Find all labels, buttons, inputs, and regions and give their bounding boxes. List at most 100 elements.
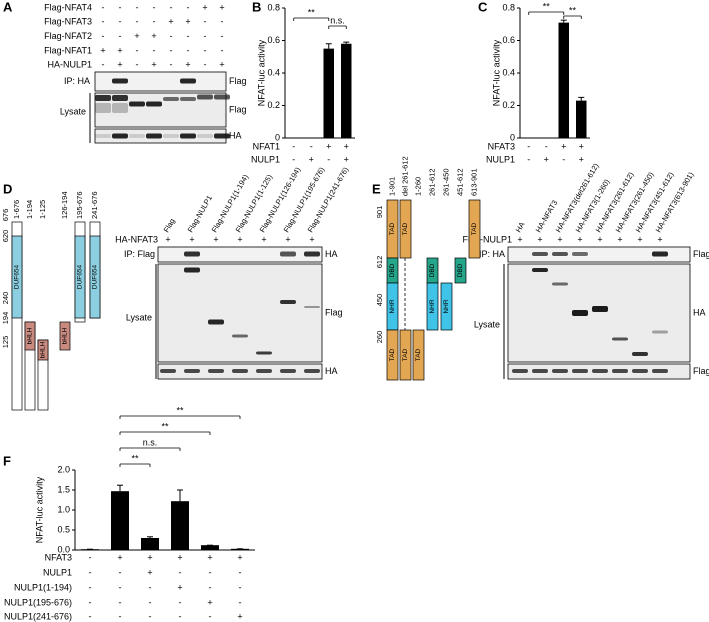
- y-tick-label: 0.6: [267, 35, 280, 45]
- condition-mark: -: [204, 17, 207, 27]
- blot-label: Flag: [229, 76, 247, 86]
- panel-letter: B: [252, 0, 261, 14]
- bar: [323, 48, 334, 138]
- condition-label: NFAT3: [45, 552, 72, 562]
- condition-mark: +: [344, 154, 349, 164]
- condition-mark: -: [292, 154, 295, 164]
- blot-band: [552, 282, 568, 286]
- blot-band: [256, 369, 272, 373]
- condition-mark: +: [537, 234, 542, 244]
- condition-mark: -: [149, 582, 152, 592]
- condition-mark: -: [204, 60, 207, 70]
- condition-mark: +: [168, 17, 173, 27]
- bar: [111, 491, 129, 550]
- blot-band: [146, 101, 162, 107]
- condition-mark: -: [204, 45, 207, 55]
- domain-box: [426, 282, 439, 331]
- condition-mark: -: [209, 582, 212, 592]
- domain-label: TAD: [389, 222, 396, 235]
- domain-box: [412, 329, 425, 381]
- blot-band: [612, 337, 628, 341]
- condition-mark: +: [100, 45, 105, 55]
- construct-label: 613-901: [469, 168, 478, 196]
- condition-mark: +: [202, 2, 207, 12]
- blot-band: [632, 352, 648, 356]
- condition-mark: -: [221, 17, 224, 27]
- blot-band: [95, 134, 111, 138]
- condition-mark: -: [119, 582, 122, 592]
- bar: [576, 100, 587, 138]
- blot-label: Flag: [229, 104, 247, 114]
- condition-mark: -: [562, 154, 565, 164]
- condition-mark: -: [527, 141, 530, 151]
- panel-letter: F: [3, 453, 11, 468]
- condition-mark: +: [207, 597, 212, 607]
- lysate-label: Lysate: [60, 106, 86, 116]
- blot-band: [592, 306, 608, 312]
- residue-label: 620: [1, 230, 10, 243]
- domain-label: TAD: [402, 348, 409, 361]
- residue-label: 125: [1, 336, 10, 349]
- condition-mark: +: [147, 552, 152, 562]
- condition-mark: -: [89, 611, 92, 621]
- lane-label: Flag: [162, 217, 177, 234]
- condition-mark: +: [177, 552, 182, 562]
- condition-mark: -: [102, 17, 105, 27]
- blot-band: [512, 369, 528, 373]
- condition-mark: +: [579, 141, 584, 151]
- condition-label: NULP1: [251, 154, 280, 164]
- blot-band: [163, 97, 179, 101]
- condition-mark: +: [309, 154, 314, 164]
- blot-band: [232, 334, 248, 338]
- domain-box: [59, 321, 71, 351]
- condition-mark: +: [237, 234, 242, 244]
- condition-mark: +: [344, 141, 349, 151]
- domain-box: [24, 321, 36, 351]
- domain-box: [386, 329, 399, 381]
- condition-mark: +: [185, 17, 190, 27]
- condition-mark: -: [187, 45, 190, 55]
- condition-mark: -: [170, 60, 173, 70]
- blot-band: [112, 133, 128, 139]
- lysate-label: Lysate: [474, 319, 500, 329]
- blot-strip: [507, 246, 691, 263]
- blot-band: [197, 134, 213, 138]
- condition-mark: -: [187, 31, 190, 41]
- condition-mark: +: [213, 234, 218, 244]
- condition-mark: +: [189, 234, 194, 244]
- domain-box: [399, 199, 412, 259]
- residue-label: 260: [375, 331, 384, 344]
- condition-mark: +: [309, 234, 314, 244]
- domain-label: DUF654: [92, 265, 99, 290]
- condition-mark: -: [102, 31, 105, 41]
- condition-mark: +: [579, 154, 584, 164]
- condition-mark: -: [170, 45, 173, 55]
- significance-label: n.s.: [143, 437, 158, 447]
- y-tick-label: 0.0: [57, 544, 70, 554]
- domain-box: [11, 235, 23, 319]
- condition-mark: +: [177, 582, 182, 592]
- significance-label: **: [543, 1, 551, 11]
- row-label: Flag-NFAT4: [44, 2, 92, 12]
- blot-band: [208, 319, 224, 325]
- bar: [341, 43, 352, 138]
- bar: [558, 22, 569, 138]
- condition-mark: +: [117, 552, 122, 562]
- blot-band: [304, 251, 320, 257]
- blot-band: [184, 267, 200, 273]
- residue-label: 901: [375, 206, 384, 219]
- condition-mark: +: [207, 552, 212, 562]
- condition-mark: +: [326, 141, 331, 151]
- condition-mark: +: [617, 234, 622, 244]
- condition-mark: +: [285, 234, 290, 244]
- blot-band: [592, 369, 608, 373]
- condition-mark: +: [185, 60, 190, 70]
- blot-band: [652, 330, 668, 334]
- condition-mark: -: [310, 141, 313, 151]
- domain-box: [440, 282, 453, 331]
- condition-mark: -: [136, 17, 139, 27]
- lane-label: HA-NFAT3(613-901): [654, 170, 696, 234]
- domain-label: DBD: [457, 263, 464, 277]
- condition-mark: -: [102, 60, 105, 70]
- domain-label: bHLH: [27, 327, 34, 344]
